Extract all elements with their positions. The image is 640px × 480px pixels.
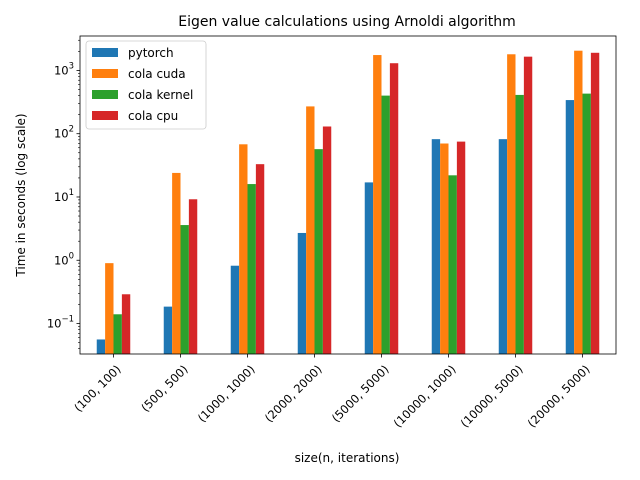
bar-cola-kernel-4: [381, 95, 390, 355]
bar-pytorch-1: [163, 306, 173, 354]
bar-cola-cpu-7: [590, 52, 600, 354]
bar-cola-cpu-0: [121, 294, 131, 354]
bar-cola-cuda-1: [172, 172, 181, 354]
plot-frame: [79, 35, 617, 355]
bar-cola-cpu-3: [322, 126, 332, 354]
bar-pytorch-3: [297, 232, 307, 354]
y-axis-label: Time in seconds (log scale): [14, 113, 28, 277]
y-axis: 10−1 100 101 102 103: [47, 39, 80, 350]
legend-swatch-cola-kernel: [92, 90, 118, 99]
bar-cola-cpu-4: [389, 63, 399, 355]
y-tick-label: 103: [54, 61, 74, 77]
y-tick-label: 101: [54, 188, 74, 204]
bar-cola-kernel-7: [582, 93, 591, 354]
x-axis-label: size(n, iterations): [295, 451, 400, 465]
bar-cola-cpu-5: [456, 141, 466, 354]
y-tick-label: 100: [54, 251, 74, 267]
bar-pytorch-7: [565, 100, 575, 354]
bar-cola-cpu-2: [255, 164, 265, 354]
legend: pytorch cola cuda cola kernel cola cpu: [85, 40, 207, 130]
bar-pytorch-2: [230, 265, 240, 354]
y-tick-label: 10−1: [47, 315, 74, 331]
bar-cola-kernel-3: [314, 149, 323, 354]
legend-label-pytorch: pytorch: [128, 46, 174, 60]
legend-label-cola-cpu: cola cpu: [128, 109, 178, 123]
bar-pytorch-4: [364, 182, 374, 354]
legend-box: [85, 40, 207, 130]
bar-cola-cpu-6: [523, 56, 533, 355]
bar-cola-cuda-6: [507, 54, 516, 355]
bar-cola-kernel-5: [448, 175, 457, 354]
bar-cola-cpu-1: [188, 199, 198, 354]
legend-swatch-cola-cpu: [92, 111, 118, 120]
legend-label-cola-kernel: cola kernel: [128, 88, 193, 102]
bars-group: [96, 50, 600, 355]
chart-title: Eigen value calculations using Arnoldi a…: [178, 14, 516, 30]
legend-label-cola-cuda: cola cuda: [128, 67, 186, 81]
bar-cola-cuda-5: [440, 143, 449, 354]
bar-cola-cuda-4: [373, 55, 382, 354]
bar-cola-kernel-2: [247, 184, 256, 354]
bar-cola-kernel-0: [113, 314, 122, 354]
y-tick-label: 102: [54, 125, 74, 141]
bar-cola-cuda-0: [105, 263, 114, 354]
bar-pytorch-6: [498, 139, 508, 354]
bar-cola-kernel-6: [515, 94, 524, 355]
legend-swatch-pytorch: [92, 48, 118, 57]
bar-cola-cuda-3: [306, 106, 315, 355]
bar-pytorch-5: [431, 139, 441, 354]
bar-pytorch-0: [96, 339, 106, 354]
bar-cola-cuda-2: [239, 144, 248, 354]
bar-cola-cuda-7: [574, 50, 583, 355]
bar-cola-kernel-1: [180, 225, 189, 354]
legend-swatch-cola-cuda: [92, 69, 118, 78]
